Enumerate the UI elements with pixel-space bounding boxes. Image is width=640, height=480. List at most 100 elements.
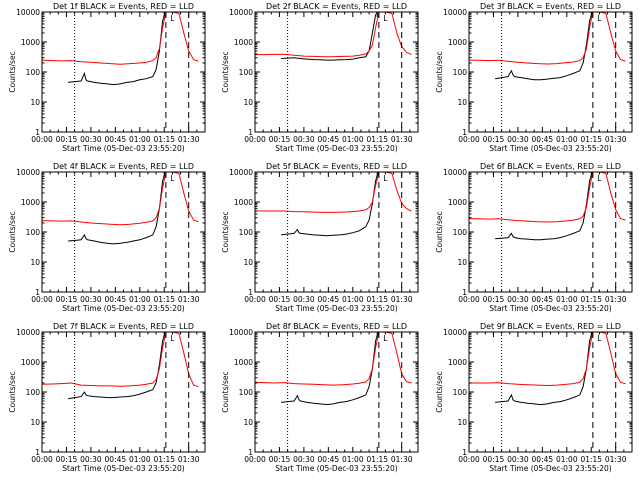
panel-title: Det 7f BLACK = Events, RED = LLD <box>53 322 194 331</box>
x-tick-label: 00:00 <box>458 135 480 144</box>
x-tick-label: 01:00 <box>556 455 578 464</box>
x-axis-label: Start Time (05-Dec-03 23:55:20) <box>489 144 611 153</box>
y-tick-label: 1 <box>462 128 467 137</box>
flare-marker-label: L <box>383 14 388 23</box>
x-tick-label: 01:15 <box>580 135 602 144</box>
y-axis-label: Counts/sec <box>8 211 17 252</box>
x-tick-label: 00:45 <box>318 455 340 464</box>
y-axis-label: Counts/sec <box>435 211 444 252</box>
x-tick-label: 01:30 <box>391 295 413 304</box>
x-tick-label: 00:30 <box>80 295 102 304</box>
y-tick-label: 10 <box>30 418 40 427</box>
y-axis-label: Counts/sec <box>221 211 230 252</box>
x-tick-label: 01:00 <box>556 135 578 144</box>
x-tick-label: 01:15 <box>366 295 388 304</box>
series-lld-line <box>255 12 412 58</box>
y-tick-label: 1000 <box>21 358 40 367</box>
series-events-line <box>281 12 378 61</box>
x-tick-label: 00:15 <box>56 135 78 144</box>
y-tick-label: 10 <box>457 258 467 267</box>
y-tick-label: 10 <box>243 258 253 267</box>
x-tick-label: 01:15 <box>366 135 388 144</box>
x-tick-label: 01:30 <box>605 295 627 304</box>
y-tick-label: 100 <box>239 228 254 237</box>
y-tick-label: 10000 <box>16 328 40 337</box>
y-tick-label: 100 <box>453 68 468 77</box>
y-tick-label: 100 <box>26 388 41 397</box>
x-tick-label: 00:15 <box>269 135 291 144</box>
panel-title: Det 1f BLACK = Events, RED = LLD <box>53 2 194 11</box>
x-tick-label: 00:00 <box>31 295 53 304</box>
x-tick-label: 01:30 <box>605 455 627 464</box>
x-axis-label: Start Time (05-Dec-03 23:55:20) <box>275 144 397 153</box>
plot-frame <box>468 171 633 293</box>
x-tick-label: 00:30 <box>507 295 529 304</box>
x-tick-label: 00:00 <box>458 455 480 464</box>
x-tick-label: 01:15 <box>153 295 175 304</box>
x-tick-label: 00:15 <box>269 455 291 464</box>
panel-1: L 1 10 100 1000 10000 00:00 00:15 00:30 00:45 01:0… <box>8 2 206 153</box>
y-tick-label: 100 <box>26 228 41 237</box>
x-tick-label: 00:30 <box>507 455 529 464</box>
series-lld-line <box>42 332 199 388</box>
panel-6: L 1 10 100 1000 10000 00:00 00:15 00:30 00:45 01:0… <box>435 162 633 313</box>
y-tick-label: 1 <box>462 448 467 457</box>
plot-frame <box>468 331 633 453</box>
panel-title: Det 8f BLACK = Events, RED = LLD <box>266 322 407 331</box>
panel-5: L 1 10 100 1000 10000 00:00 00:15 00:30 00:45 01:0… <box>221 162 419 313</box>
y-tick-label: 10 <box>30 98 40 107</box>
panel-title: Det 4f BLACK = Events, RED = LLD <box>53 162 194 171</box>
x-tick-label: 00:30 <box>80 135 102 144</box>
y-tick-label: 1000 <box>234 38 253 47</box>
panel-title: Det 6f BLACK = Events, RED = LLD <box>480 162 621 171</box>
x-tick-label: 01:00 <box>129 455 151 464</box>
series-events-line <box>495 172 593 241</box>
y-tick-label: 10000 <box>229 8 253 17</box>
flare-marker-label: L <box>383 334 388 343</box>
y-axis-label: Counts/sec <box>221 51 230 92</box>
panel-title: Det 5f BLACK = Events, RED = LLD <box>266 162 407 171</box>
x-tick-label: 01:15 <box>366 455 388 464</box>
x-tick-label: 01:00 <box>342 135 364 144</box>
x-tick-label: 01:00 <box>342 455 364 464</box>
x-axis-label: Start Time (05-Dec-03 23:55:20) <box>489 304 611 313</box>
y-tick-label: 1 <box>248 448 253 457</box>
y-tick-label: 10000 <box>443 8 467 17</box>
y-tick-label: 10000 <box>16 8 40 17</box>
y-axis-label: Counts/sec <box>435 51 444 92</box>
x-tick-label: 00:00 <box>31 455 53 464</box>
plot-frame <box>254 11 419 133</box>
x-tick-label: 00:00 <box>244 135 266 144</box>
y-tick-label: 1 <box>35 448 40 457</box>
series-lld-line <box>255 332 412 386</box>
x-axis-label: Start Time (05-Dec-03 23:55:20) <box>62 304 184 313</box>
x-tick-label: 01:30 <box>178 455 200 464</box>
plot-frame <box>254 331 419 453</box>
x-tick-label: 00:30 <box>293 295 315 304</box>
x-tick-label: 00:15 <box>483 455 505 464</box>
panel-7: L 1 10 100 1000 10000 00:00 00:15 00:30 00:45 01:0… <box>8 322 206 473</box>
x-axis-label: Start Time (05-Dec-03 23:55:20) <box>489 464 611 473</box>
x-tick-label: 00:45 <box>532 135 554 144</box>
x-tick-label: 01:00 <box>129 295 151 304</box>
panel-title: Det 3f BLACK = Events, RED = LLD <box>480 2 621 11</box>
flare-marker-label: L <box>597 334 602 343</box>
y-tick-label: 10000 <box>16 168 40 177</box>
x-tick-label: 00:00 <box>458 295 480 304</box>
x-tick-label: 00:45 <box>105 295 127 304</box>
series-lld-line <box>469 172 626 223</box>
series-events-line <box>281 332 379 406</box>
y-axis-label: Counts/sec <box>8 51 17 92</box>
x-tick-label: 00:45 <box>532 295 554 304</box>
y-tick-label: 1000 <box>234 358 253 367</box>
x-axis-label: Start Time (05-Dec-03 23:55:20) <box>275 304 397 313</box>
flare-marker-label: L <box>597 174 602 183</box>
y-tick-label: 1000 <box>448 358 467 367</box>
x-tick-label: 00:30 <box>293 135 315 144</box>
x-tick-label: 01:15 <box>580 295 602 304</box>
y-tick-label: 100 <box>453 388 468 397</box>
x-tick-label: 00:00 <box>244 295 266 304</box>
x-axis-label: Start Time (05-Dec-03 23:55:20) <box>275 464 397 473</box>
x-tick-label: 00:45 <box>105 135 127 144</box>
x-tick-label: 01:30 <box>391 135 413 144</box>
